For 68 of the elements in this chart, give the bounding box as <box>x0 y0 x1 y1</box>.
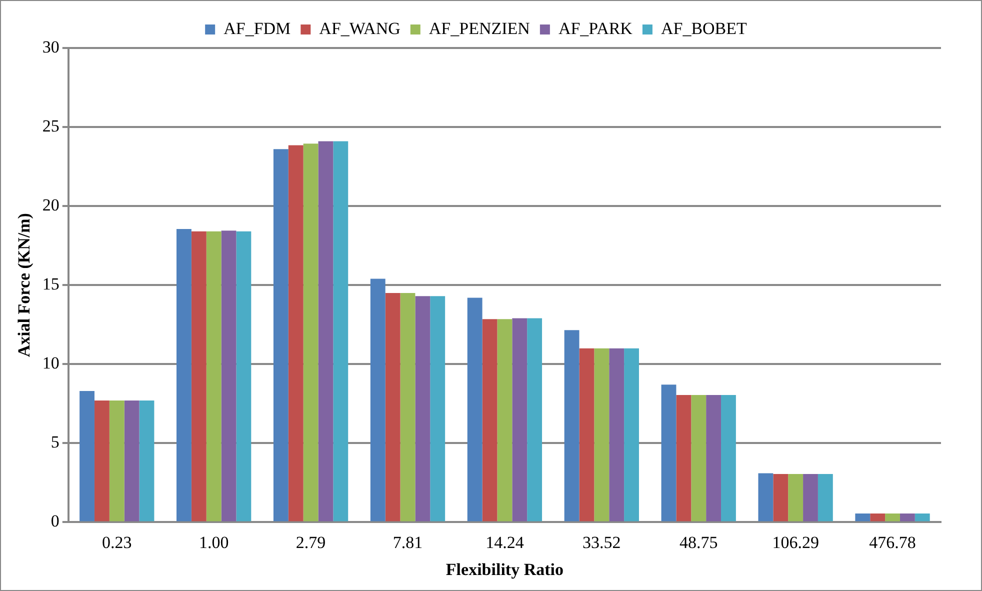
bar <box>333 141 348 522</box>
bar <box>914 514 930 522</box>
x-tick-label: 476.78 <box>869 532 916 552</box>
x-tick-label: 2.79 <box>296 532 326 552</box>
bar <box>236 231 252 522</box>
bar <box>527 318 542 522</box>
bar <box>191 231 206 522</box>
bar <box>803 474 818 522</box>
bar <box>773 474 788 522</box>
bar <box>497 319 512 522</box>
y-tick-label: 0 <box>50 512 60 531</box>
bar <box>900 514 915 522</box>
y-tick-label: 10 <box>42 354 60 373</box>
bar <box>691 394 706 522</box>
bar <box>467 298 482 522</box>
bar <box>676 394 692 522</box>
bar <box>624 348 639 522</box>
bar <box>94 400 110 522</box>
bar <box>400 293 416 522</box>
bar <box>788 474 804 522</box>
x-tick-label: 7.81 <box>392 532 423 552</box>
bar <box>564 330 580 522</box>
bar <box>885 514 900 522</box>
y-axis-title: Axial Force (KN/m) <box>14 213 34 358</box>
bar <box>109 400 124 522</box>
legend-label: AF_PENZIEN <box>428 18 530 38</box>
y-tick-label: 20 <box>42 196 60 215</box>
bar <box>139 400 154 522</box>
bar <box>594 348 610 522</box>
y-tick-label: 25 <box>42 116 60 136</box>
bar <box>415 296 430 522</box>
y-tick-label: 30 <box>42 37 60 56</box>
bar <box>579 348 594 522</box>
bar <box>661 384 676 522</box>
bar <box>318 141 334 522</box>
bar <box>385 293 400 522</box>
bar <box>430 296 446 522</box>
x-tick-label: 1.00 <box>198 532 229 552</box>
legend-label: AF_BOBET <box>660 18 748 38</box>
x-tick-label: 48.75 <box>679 532 718 552</box>
bar <box>370 278 386 522</box>
bar <box>80 391 94 522</box>
bar <box>855 514 870 522</box>
bar <box>303 144 318 522</box>
bar <box>512 318 528 522</box>
y-tick-label: 15 <box>42 274 60 294</box>
bar <box>758 473 774 522</box>
bar <box>721 394 736 522</box>
legend-label: AF_WANG <box>319 18 400 38</box>
bar <box>288 145 304 522</box>
x-tick-label: 33.52 <box>582 532 621 552</box>
bar <box>482 319 498 522</box>
bar <box>818 474 833 522</box>
x-axis-title: Flexibility Ratio <box>446 560 564 580</box>
bar <box>176 228 192 522</box>
bar <box>706 394 722 522</box>
x-tick-label: 0.23 <box>102 532 132 552</box>
bar <box>870 514 886 522</box>
bar <box>609 348 624 522</box>
y-tick-label: 5 <box>50 432 60 452</box>
bar <box>221 230 236 522</box>
x-tick-label: 106.29 <box>772 532 819 552</box>
x-tick-label: 14.24 <box>486 532 524 552</box>
bar <box>206 231 222 522</box>
bar <box>124 400 140 522</box>
bar <box>273 149 288 522</box>
legend-label: AF_PARK <box>558 18 634 38</box>
legend-label: AF_FDM <box>224 18 291 38</box>
